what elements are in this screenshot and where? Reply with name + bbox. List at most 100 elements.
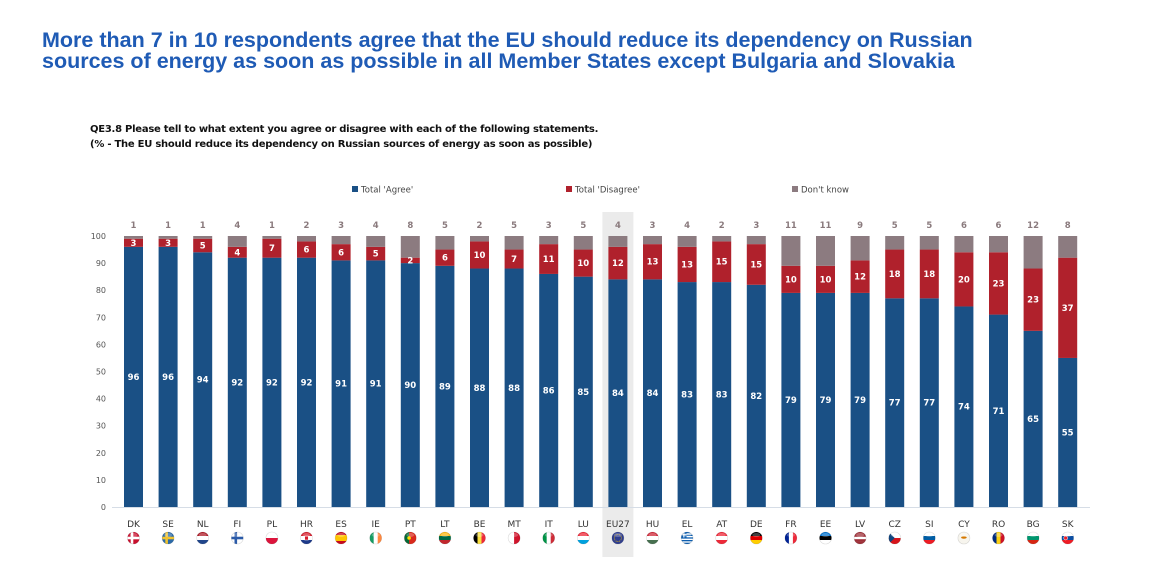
germany-flag-icon [749, 531, 763, 545]
bar-disagree-hu [643, 244, 662, 280]
bar-agree-pl [262, 257, 282, 507]
data-label-disagree: 5 [373, 250, 379, 260]
data-label-dont-know: 6 [961, 221, 967, 231]
y-tick-label: 100 [91, 232, 106, 241]
data-label-dont-know: 2 [719, 221, 725, 231]
data-label-dont-know: 4 [684, 221, 690, 231]
bar-agree-ie [366, 260, 386, 507]
eu-flag-icon [611, 531, 625, 545]
data-label-agree: 88 [474, 384, 486, 394]
data-label-agree: 84 [647, 389, 659, 399]
sweden-flag-icon [161, 531, 175, 545]
portugal-flag-icon [403, 531, 417, 545]
data-label-agree: 65 [1027, 415, 1039, 425]
bar-disagree-lv [850, 260, 870, 293]
bar-agree-mt [504, 268, 524, 507]
denmark-flag-icon [127, 531, 140, 545]
bar-disagree-nl [193, 238, 213, 253]
bar-agree-be [470, 268, 489, 507]
data-label-disagree: 23 [1027, 296, 1039, 306]
bar-agree-ro [989, 314, 1008, 507]
lithuania-flag-icon [438, 531, 452, 545]
x-tick-label: NL [197, 520, 209, 530]
x-tick-label: BG [1027, 520, 1040, 530]
bar-disagree-fr [781, 265, 801, 293]
data-label-agree: 91 [370, 380, 382, 390]
bar-disagree-cy [954, 252, 974, 307]
data-label-dont-know: 12 [1027, 221, 1039, 231]
data-label-disagree: 10 [474, 251, 486, 261]
data-label-agree: 71 [993, 407, 1005, 417]
data-label-dont-know: 1 [269, 221, 275, 231]
bar-disagree-ie [366, 246, 386, 261]
data-label-disagree: 13 [681, 260, 693, 270]
data-label-agree: 82 [750, 392, 762, 402]
slovakia-flag-icon [1061, 531, 1074, 545]
bar-disagree-it [539, 244, 559, 274]
y-tick-label: 90 [96, 259, 106, 268]
x-tick-label: FI [233, 520, 241, 530]
data-label-disagree: 4 [234, 248, 240, 258]
croatia-flag-icon [300, 531, 313, 545]
data-label-disagree: 3 [165, 239, 171, 249]
bar-disagree-el [677, 246, 697, 283]
data-label-dont-know: 3 [753, 221, 759, 231]
estonia-flag-icon [819, 531, 832, 545]
legend-label-disagree: Total 'Disagree' [574, 186, 640, 196]
y-tick-label: 10 [96, 476, 106, 485]
x-tick-label: LV [855, 520, 866, 530]
bar-disagree-de [746, 244, 766, 285]
x-tick-label: BE [474, 520, 486, 530]
cyprus-flag-icon [957, 531, 971, 545]
data-label-agree: 89 [439, 382, 451, 392]
bar-disagree-fi [227, 246, 247, 258]
data-label-dont-know: 3 [338, 221, 344, 231]
bar-disagree-es [331, 244, 351, 261]
bar-dont-know-de [746, 236, 766, 245]
x-tick-label: SI [925, 520, 933, 530]
bar-agree-fi [227, 257, 247, 507]
data-label-dont-know: 9 [857, 221, 863, 231]
data-label-disagree: 10 [785, 275, 797, 285]
bar-agree-at [712, 282, 732, 507]
austria-flag-icon [715, 531, 729, 545]
data-label-disagree: 18 [889, 270, 901, 280]
data-label-agree: 84 [612, 389, 624, 399]
bar-agree-dk [124, 246, 143, 507]
bar-dont-know-eu27 [608, 236, 628, 247]
data-label-agree: 91 [335, 380, 347, 390]
data-label-dont-know: 6 [996, 221, 1002, 231]
bar-dont-know-sk [1058, 236, 1078, 258]
hungary-flag-icon [646, 531, 659, 545]
bar-dont-know-pt [400, 236, 420, 258]
y-tick-label: 20 [96, 449, 106, 458]
bar-disagree-ee [816, 265, 835, 293]
x-tick-label: PL [267, 520, 277, 530]
data-label-dont-know: 11 [785, 221, 797, 231]
data-label-disagree: 11 [543, 255, 555, 265]
x-tick-label: SE [162, 520, 174, 530]
x-tick-label: HR [300, 520, 313, 530]
luxembourg-flag-icon [576, 531, 590, 545]
data-label-agree: 77 [923, 399, 935, 409]
bar-dont-know-fi [227, 236, 247, 247]
data-label-disagree: 13 [647, 258, 659, 268]
legend: Total 'Agree' Total 'Disagree' Don't know [352, 186, 849, 196]
bar-agree-lv [850, 292, 870, 507]
data-label-agree: 55 [1062, 428, 1074, 438]
bar-dont-know-lv [850, 236, 870, 261]
data-label-agree: 88 [508, 384, 520, 394]
poland-flag-icon [265, 531, 279, 545]
data-label-agree: 77 [889, 399, 901, 409]
bar-agree-si [919, 298, 939, 507]
bar-dont-know-fr [781, 236, 801, 266]
bar-agree-pt [400, 263, 420, 507]
bar-dont-know-mt [504, 236, 524, 250]
bar-agree-el [677, 282, 697, 507]
latvia-flag-icon [853, 531, 867, 545]
stacked-bar-chart: Total 'Agree' Total 'Disagree' Don't know … [91, 186, 1090, 557]
bar-agree-it [539, 273, 559, 507]
headline-line-2: sources of energy as soon as possible in… [42, 49, 955, 73]
malta-flag-icon [507, 531, 521, 545]
data-label-agree: 92 [231, 378, 243, 388]
